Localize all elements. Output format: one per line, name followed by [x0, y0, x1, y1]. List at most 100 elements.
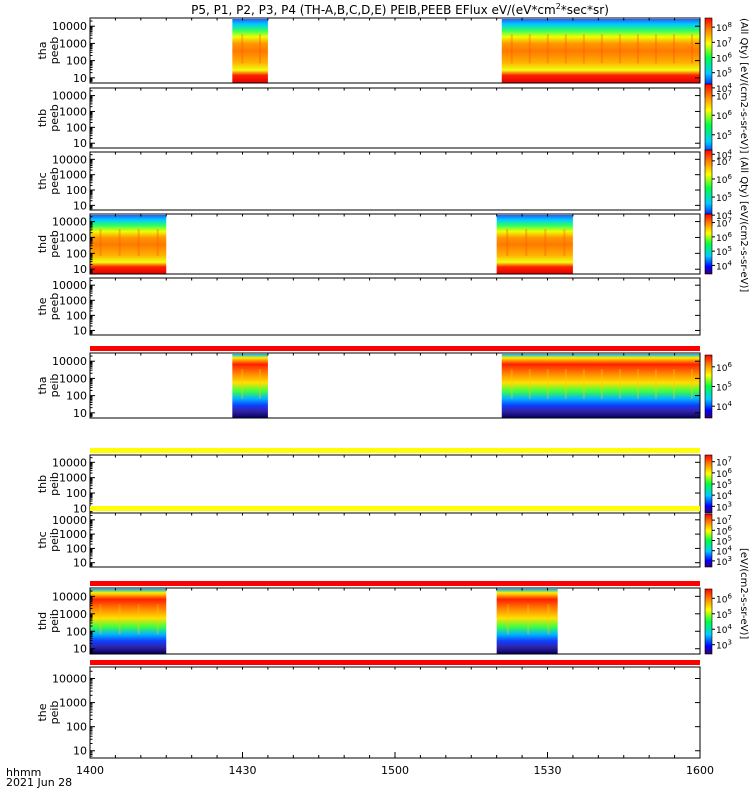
spectrogram-streak [546, 34, 549, 64]
y-tick-label: 1000 [59, 105, 87, 118]
x-axis-label-bottom: 2021 Jun 28 [6, 776, 72, 789]
y-tick-label: 100 [66, 309, 87, 322]
colorbar-tick-label: 104 [716, 259, 732, 272]
spectrogram-streak [506, 229, 509, 256]
spectrogram-streak [600, 34, 603, 64]
y-tick-label: 100 [66, 247, 87, 260]
colorbar-tick-label: 106 [716, 231, 732, 244]
colorbar-tick-label: 105 [716, 608, 732, 621]
spectrogram-streak [564, 369, 567, 399]
y-tick-label: 10 [73, 557, 87, 570]
colorbar-tick-label: 106 [716, 52, 732, 65]
spectrogram-streak [506, 604, 509, 635]
panel-frame [89, 587, 701, 655]
panel-label-product: peeb [48, 293, 61, 321]
y-tick-label: 1000 [59, 472, 87, 485]
x-tick-label: 1430 [229, 764, 257, 777]
colorbar-tick-label: 105 [716, 478, 732, 491]
spectrogram-streak [510, 34, 513, 64]
y-tick-label: 10 [73, 745, 87, 758]
colorbar-tick-label: 104 [716, 209, 732, 222]
y-tick-label: 100 [66, 390, 87, 403]
y-tick-label: 100 [66, 487, 87, 500]
colorbar [704, 588, 713, 655]
colorbar-tick-label: 103 [716, 555, 732, 568]
y-tick-label: 10 [73, 72, 87, 85]
y-tick-label: 10000 [52, 20, 87, 33]
colorbar-tick-label: 104 [716, 148, 732, 161]
panel-label-product: peib [48, 472, 61, 496]
y-tick-label: 100 [66, 184, 87, 197]
panel-label-product: peib [48, 701, 61, 725]
panel-label-product: peeb [48, 104, 61, 132]
spectrogram-streak [636, 369, 639, 399]
spectrogram-streak [259, 369, 262, 399]
spectrogram-segment [232, 354, 268, 418]
spectrogram-streak [156, 229, 159, 256]
panel-frame [89, 666, 701, 759]
colorbar-label-electron: (All Qty) [eV/(cm2-s-sr-eV)] (All Qty) [… [738, 18, 749, 292]
spectrogram-streak [547, 604, 550, 635]
colorbar-tick-label: 106 [716, 173, 732, 186]
colorbar-tick-label: 107 [716, 217, 732, 230]
status-bar [90, 581, 700, 586]
y-tick-label: 10000 [52, 514, 87, 527]
y-tick-label: 1000 [59, 697, 87, 710]
panel-label-product: peib [48, 528, 61, 552]
y-tick-label: 10000 [52, 153, 87, 166]
colorbar-tick-label: 106 [716, 361, 732, 374]
x-tick-label: 1400 [76, 764, 104, 777]
spectrogram-streak [546, 369, 549, 399]
colorbar-tick-label: 104 [716, 545, 732, 558]
colorbar-tick-label: 104 [716, 82, 732, 95]
panel-label-probe: thb [36, 475, 49, 493]
spectrogram-streak [618, 369, 621, 399]
colorbar-tick-label: 103 [716, 500, 732, 513]
y-tick-label: 1000 [59, 528, 87, 541]
panel-label-probe: thd [36, 235, 49, 253]
panel-label-product: peib [48, 609, 61, 633]
colorbar-tick-label: 104 [716, 400, 732, 413]
colorbar-tick-label: 106 [716, 524, 732, 537]
y-tick-label: 100 [66, 121, 87, 134]
spectrogram-segment [90, 215, 167, 274]
spectrogram-segment [232, 19, 268, 83]
colorbar-tick-label: 105 [716, 129, 732, 142]
y-tick-label: 10 [73, 137, 87, 150]
y-tick-label: 100 [66, 542, 87, 555]
x-axis: 1400 1430 1500 1530 1600 [76, 18, 714, 777]
y-tick-label: 10 [73, 324, 87, 337]
colorbar [704, 513, 713, 568]
status-bar [90, 448, 700, 453]
colorbar-tick-label: 106 [716, 467, 732, 480]
spectrogram-streak [654, 369, 657, 399]
x-tick-label: 1500 [381, 764, 409, 777]
panel-frame [89, 512, 701, 568]
spectrogram-streak [525, 229, 528, 256]
y-tick-label: 10 [73, 199, 87, 212]
spectrogram-streak [690, 369, 693, 399]
colorbar-tick-label: 108 [716, 21, 732, 34]
y-tick-label: 10000 [52, 590, 87, 603]
colorbar-tick-label: 106 [716, 592, 732, 605]
y-tick-label: 100 [66, 625, 87, 638]
colorbar-tick-label: 106 [716, 109, 732, 122]
spectrogram-streak [690, 34, 693, 64]
colorbar-tick-label: 107 [716, 514, 732, 527]
y-tick-label: 1000 [59, 372, 87, 385]
panel-label-probe: the [36, 297, 49, 315]
spectrogram-streak [582, 369, 585, 399]
colorbar-tick-label: 104 [716, 623, 732, 636]
status-bar [90, 660, 700, 665]
colorbar [704, 354, 713, 419]
panel-frame [89, 213, 701, 275]
spectrogram-streak [241, 369, 244, 399]
spectrogram-streak [156, 604, 159, 635]
spectrogram-streak [672, 34, 675, 64]
panel-label-probe: thc [36, 172, 49, 189]
spectrogram-streak [527, 604, 530, 635]
colorbar-label-ion: [eV/(cm2-s-sr-eV)] [738, 548, 749, 639]
